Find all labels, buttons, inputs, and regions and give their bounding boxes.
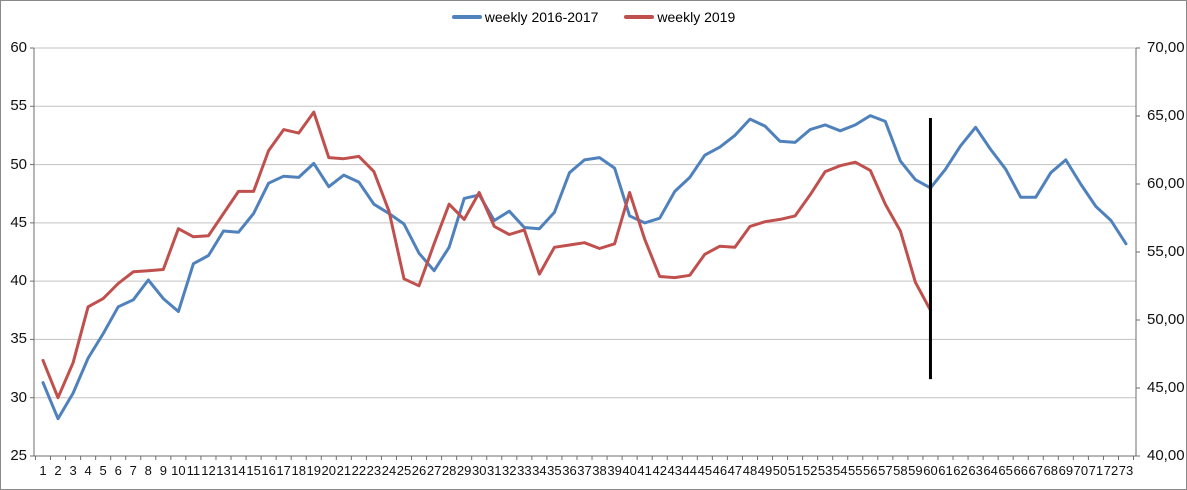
legend-label-weekly-2016-2017: weekly 2016-2017	[484, 9, 599, 25]
y-axis-right-label: 60,00	[1147, 175, 1185, 192]
x-axis-label: 60	[923, 463, 938, 478]
y-axis-right-label: 50,00	[1147, 311, 1185, 328]
y-axis-left-label: 50	[10, 155, 27, 173]
legend-line-sample-red	[624, 15, 655, 19]
y-axis-right-label: 65,00	[1147, 107, 1185, 124]
x-axis-label: 48	[742, 463, 758, 478]
x-axis-label: 54	[832, 463, 848, 478]
x-axis-label: 17	[276, 463, 291, 478]
x-axis-label: 14	[231, 463, 246, 478]
x-axis-label: 57	[878, 463, 893, 478]
x-axis-label: 25	[396, 463, 412, 478]
x-axis-label: 35	[547, 463, 562, 478]
x-axis-label: 2	[54, 463, 62, 478]
x-axis-label: 6	[114, 463, 122, 478]
x-axis-label: 31	[487, 463, 502, 478]
x-axis-label: 68	[1043, 463, 1059, 478]
y-axis-left-label: 30	[10, 388, 27, 406]
legend: weekly 2016-2017 weekly 2019	[1, 9, 1186, 25]
y-axis-left-label: 45	[10, 213, 27, 231]
x-axis-label: 70	[1073, 463, 1089, 478]
x-axis-label: 53	[817, 463, 833, 478]
x-axis-label: 55	[848, 463, 863, 478]
x-axis-label: 73	[1118, 463, 1134, 478]
x-axis-label: 30	[471, 463, 487, 478]
x-axis-label: 12	[201, 463, 216, 478]
x-axis-label: 38	[592, 463, 607, 478]
x-axis-label: 44	[682, 463, 698, 478]
x-axis-label: 58	[893, 463, 908, 478]
x-axis-label: 15	[246, 463, 261, 478]
x-axis-label: 8	[144, 463, 152, 478]
x-axis-label: 43	[667, 463, 682, 478]
x-axis-label: 40	[622, 463, 637, 478]
x-axis-label: 52	[802, 463, 818, 478]
x-axis-label: 49	[757, 463, 773, 478]
x-axis-label: 63	[968, 463, 983, 478]
y-axis-left-label: 25	[10, 447, 27, 464]
x-axis-label: 51	[787, 463, 803, 478]
x-axis-label: 41	[637, 463, 652, 478]
x-axis-label: 33	[517, 463, 532, 478]
x-axis-label: 64	[983, 463, 998, 478]
x-axis-label: 21	[336, 463, 352, 478]
x-axis-label: 28	[441, 463, 457, 478]
x-axis-label: 46	[712, 463, 728, 478]
x-axis-label: 71	[1088, 463, 1104, 478]
series-line-weekly-2016-2017	[41, 114, 1128, 421]
x-axis-label: 10	[171, 463, 186, 478]
legend-label-weekly-2019: weekly 2019	[657, 9, 736, 25]
x-axis-label: 37	[577, 463, 592, 478]
legend-item-weekly-2019: weekly 2019	[624, 9, 735, 25]
x-axis-label: 72	[1103, 463, 1119, 478]
x-axis-label: 45	[697, 463, 713, 478]
x-axis-label: 1	[39, 463, 47, 478]
legend-item-weekly-2016-2017: weekly 2016-2017	[451, 9, 599, 25]
y-axis-right-label: 55,00	[1147, 243, 1185, 260]
x-axis-label: 29	[456, 463, 472, 478]
y-axis-left-label: 40	[10, 272, 27, 290]
y-axis-right-label: 70,00	[1147, 39, 1185, 56]
series-line-weekly-2019	[41, 110, 932, 400]
x-axis-label: 20	[321, 463, 337, 478]
x-axis-label: 9	[159, 463, 167, 478]
x-axis-label: 26	[411, 463, 427, 478]
x-axis-label: 3	[69, 463, 77, 478]
x-axis-label: 62	[953, 463, 968, 478]
x-axis-label: 69	[1058, 463, 1074, 478]
x-axis-label: 39	[607, 463, 622, 478]
y-axis-right-label: 45,00	[1147, 379, 1185, 396]
x-axis-label: 36	[562, 463, 577, 478]
x-axis-label: 4	[84, 463, 92, 478]
x-axis-label: 56	[863, 463, 878, 478]
legend-line-sample-blue	[451, 15, 482, 19]
x-axis-label: 7	[129, 463, 137, 478]
x-axis-label: 24	[381, 463, 397, 478]
x-axis-label: 32	[502, 463, 517, 478]
x-axis-label: 5	[99, 463, 107, 478]
x-axis-label: 59	[908, 463, 923, 478]
y-axis-right-label: 40,00	[1147, 447, 1185, 464]
y-axis-left-label: 35	[10, 330, 27, 348]
x-axis-label: 50	[772, 463, 788, 478]
x-axis-label: 66	[1013, 463, 1028, 478]
x-axis-label: 22	[351, 463, 367, 478]
x-axis-label: 18	[291, 463, 306, 478]
x-axis-label: 13	[216, 463, 231, 478]
x-axis-label: 34	[532, 463, 547, 478]
x-axis-label: 27	[426, 463, 442, 478]
x-axis-label: 19	[306, 463, 321, 478]
x-axis-label: 47	[727, 463, 743, 478]
x-axis-label: 65	[998, 463, 1013, 478]
y-axis-left-label: 55	[10, 97, 27, 115]
x-axis-label: 61	[938, 463, 953, 478]
x-axis-label: 42	[652, 463, 667, 478]
x-axis-label: 11	[186, 463, 201, 478]
x-axis-label: 16	[261, 463, 276, 478]
y-axis-left-label: 60	[10, 39, 27, 56]
x-axis-label: 67	[1028, 463, 1043, 478]
x-axis-label: 23	[366, 463, 382, 478]
